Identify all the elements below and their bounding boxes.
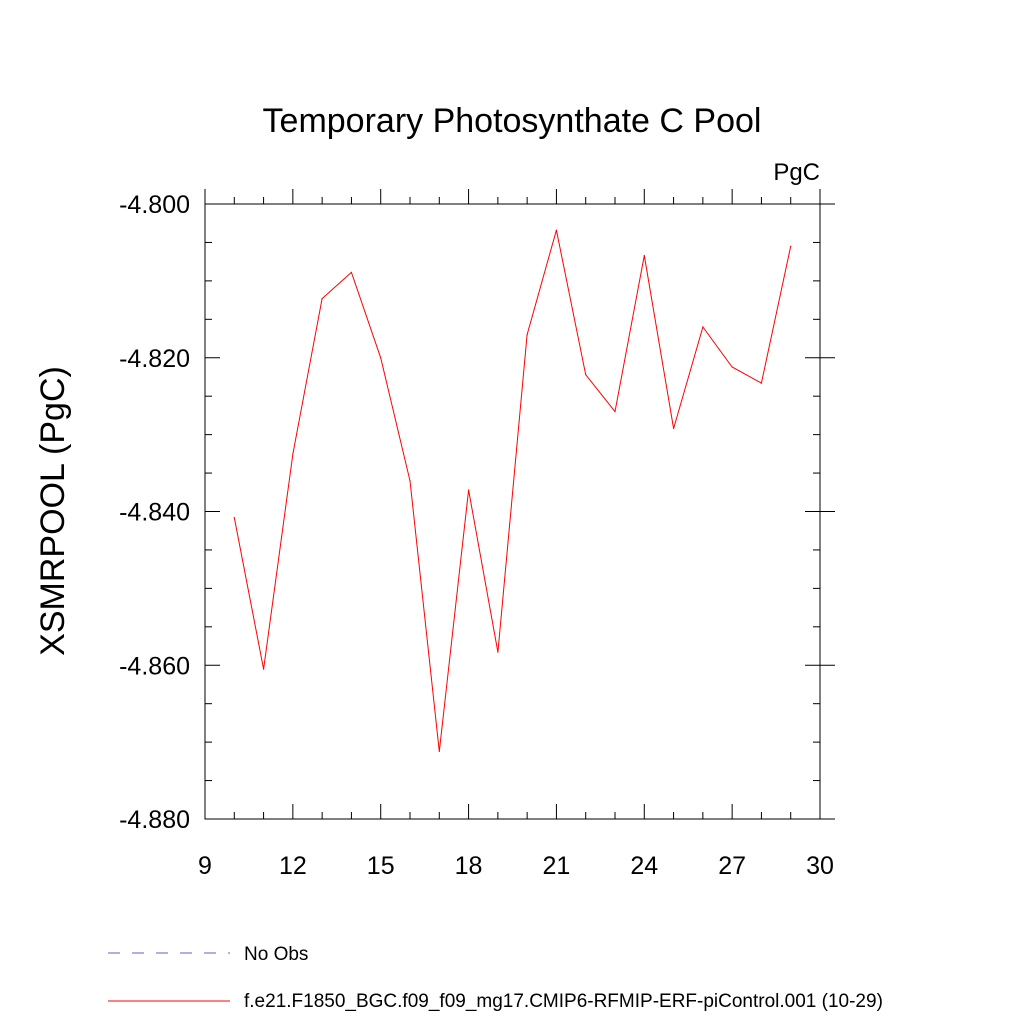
data-point (585, 374, 587, 376)
series-layer (233, 229, 792, 752)
data-point (497, 651, 499, 653)
y-tick-label: -4.840 (119, 499, 190, 527)
data-point (702, 326, 704, 328)
legend-label-model-run: f.e21.F1850_BGC.f09_f09_mg17.CMIP6-RFMIP… (244, 991, 883, 1012)
y-axis-label: XSMRPOOL (PgC) (34, 366, 72, 656)
data-point (555, 229, 558, 231)
x-tick-label: 9 (198, 852, 212, 880)
y-tick-label: -4.820 (119, 345, 190, 373)
x-tick-label: 15 (367, 852, 395, 880)
chart-title: Temporary Photosynthate C Pool (263, 102, 762, 140)
y-tick-label: -4.800 (119, 191, 190, 219)
data-point (760, 382, 763, 384)
units-label: PgC (773, 159, 820, 186)
data-point (643, 254, 645, 257)
data-point (409, 480, 411, 482)
data-point (292, 453, 294, 455)
x-tick-label: 27 (718, 852, 746, 880)
x-tick-label: 12 (279, 852, 307, 880)
data-point (731, 366, 733, 368)
x-tick-label: 30 (806, 852, 834, 880)
x-tick-label: 21 (543, 852, 571, 880)
y-tick-label: -4.880 (119, 806, 190, 834)
data-point (233, 517, 235, 519)
data-point (321, 297, 323, 300)
x-tick-label: 18 (455, 852, 483, 880)
data-point (790, 245, 792, 247)
data-point (380, 357, 382, 359)
series-line (233, 229, 792, 752)
data-point (438, 750, 440, 752)
data-point (672, 427, 675, 430)
plot-frame (204, 203, 821, 820)
legend: No Obs f.e21.F1850_BGC.f09_f09_mg17.CMIP… (108, 944, 883, 1012)
x-tick-label: 24 (630, 852, 658, 880)
data-point (467, 489, 470, 491)
data-point (614, 410, 616, 413)
legend-label-no-obs: No Obs (244, 944, 308, 965)
data-point (350, 271, 353, 274)
axes: 9 12 15 18 21 24 27 30 -4.880 -4.860 -4.840 -4.820 -… (119, 189, 835, 880)
data-point (262, 668, 265, 670)
data-point (526, 334, 528, 336)
y-tick-label: -4.860 (119, 652, 190, 680)
